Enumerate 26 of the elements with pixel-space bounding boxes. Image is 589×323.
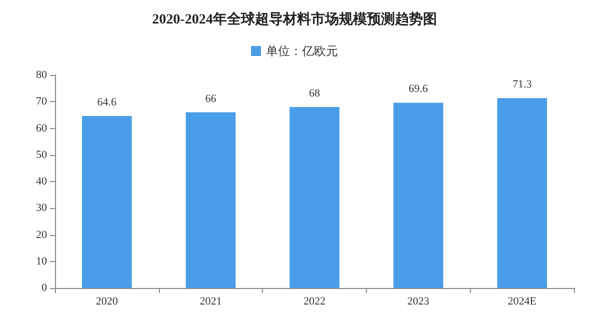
y-tick-label: 60: [36, 122, 48, 134]
y-tick-label: 70: [36, 96, 48, 108]
x-tick-label: 2021: [200, 296, 222, 308]
y-tick-label: 40: [36, 176, 48, 188]
legend-label: 单位：亿欧元: [266, 44, 338, 58]
y-tick-label: 50: [36, 148, 48, 161]
y-tick-label: 30: [36, 202, 48, 214]
y-tick-label: 80: [36, 69, 48, 81]
bar: [82, 116, 132, 288]
bar: [393, 102, 444, 288]
data-label: 71.3: [512, 78, 532, 91]
bar: [290, 106, 340, 288]
data-label: 66: [205, 92, 217, 105]
data-label: 69.6: [408, 83, 428, 96]
x-tick-label: 2024E: [508, 296, 537, 308]
y-tick-label: 0: [42, 282, 48, 294]
x-tick-label: 2023: [407, 296, 430, 308]
y-tick-label: 10: [36, 255, 48, 268]
bar: [497, 98, 548, 288]
chart-title: 2020-2024年全球超导材料市场规模预测趋势图: [152, 10, 437, 28]
x-tick-label: 2022: [304, 296, 326, 308]
x-tick-label: 2020: [96, 296, 118, 308]
bar: [186, 112, 236, 288]
data-label: 68: [309, 87, 320, 100]
y-tick-label: 20: [36, 228, 48, 241]
data-label: 64.6: [97, 96, 118, 109]
